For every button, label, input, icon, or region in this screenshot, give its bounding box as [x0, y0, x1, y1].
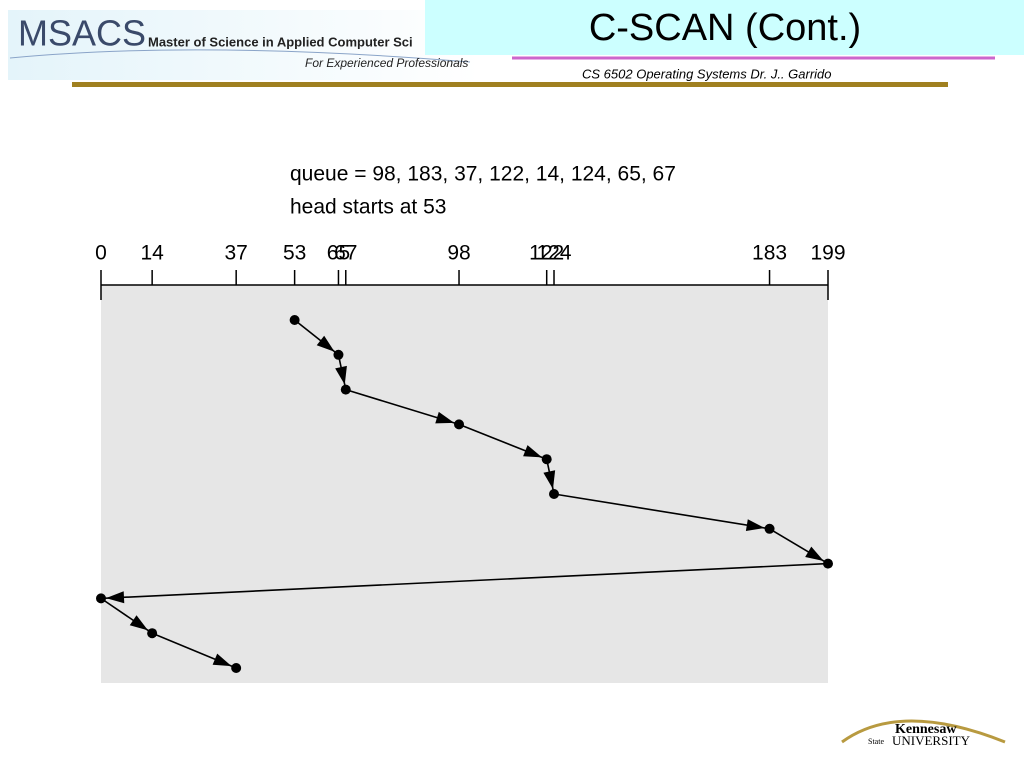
head-position — [764, 523, 775, 534]
course-text: CS 6502 Operating Systems Dr. J.. Garrid… — [582, 66, 832, 81]
annotation: queue = 98, 183, 37, 122, 14, 124, 65, 6… — [290, 163, 676, 186]
annotation: head starts at 53 — [290, 196, 446, 219]
x-tick-label: 65 — [327, 242, 350, 265]
title-band — [425, 0, 1024, 55]
seek-segment — [553, 493, 770, 530]
arrowhead — [805, 546, 824, 562]
head-position — [823, 558, 833, 569]
arrowhead — [435, 411, 455, 424]
head-position — [333, 349, 344, 360]
ksu-logo-bottom: UNIVERSITY — [892, 733, 971, 748]
arrowhead — [523, 445, 543, 458]
tagline: For Experienced Professionals — [305, 56, 468, 70]
head-position — [541, 454, 552, 465]
x-tick-label: 124 — [536, 242, 571, 265]
slide-title: C-SCAN (Cont.) — [589, 7, 861, 49]
ksu-logo-state: State — [868, 737, 884, 746]
arrowhead — [543, 470, 556, 490]
head-position — [340, 384, 351, 395]
x-tick-label: 122 — [529, 242, 564, 265]
logo-banner — [8, 10, 480, 80]
head-position — [454, 419, 465, 430]
arrowhead — [105, 591, 125, 604]
head-position — [289, 315, 300, 325]
head-position — [147, 628, 158, 639]
arrowhead — [335, 365, 347, 385]
arrowhead — [745, 519, 765, 532]
plot-area — [101, 285, 828, 683]
seek-segment — [100, 562, 829, 600]
head-position — [549, 489, 560, 499]
arrowhead — [212, 653, 232, 667]
head-position — [96, 593, 106, 604]
x-tick-label: 14 — [140, 242, 164, 265]
ksu-arc — [841, 719, 1006, 744]
logo-text: MSACS — [18, 13, 146, 54]
x-tick-label: 53 — [283, 242, 306, 265]
x-tick-label: 98 — [447, 242, 470, 265]
x-tick-label: 0 — [95, 242, 107, 265]
arrowhead — [316, 335, 335, 352]
x-tick-label: 183 — [752, 242, 787, 265]
program-text: Master of Science in Applied Computer Sc… — [148, 34, 413, 49]
logo-swoosh — [9, 49, 471, 63]
x-tick-label: 37 — [224, 242, 247, 265]
ksu-logo-top: Kennesaw — [895, 722, 957, 737]
head-position — [231, 663, 242, 673]
x-tick-label: 199 — [810, 242, 845, 265]
arrowhead — [129, 615, 149, 631]
x-tick-label: 67 — [334, 242, 357, 265]
header-bar — [72, 82, 948, 87]
